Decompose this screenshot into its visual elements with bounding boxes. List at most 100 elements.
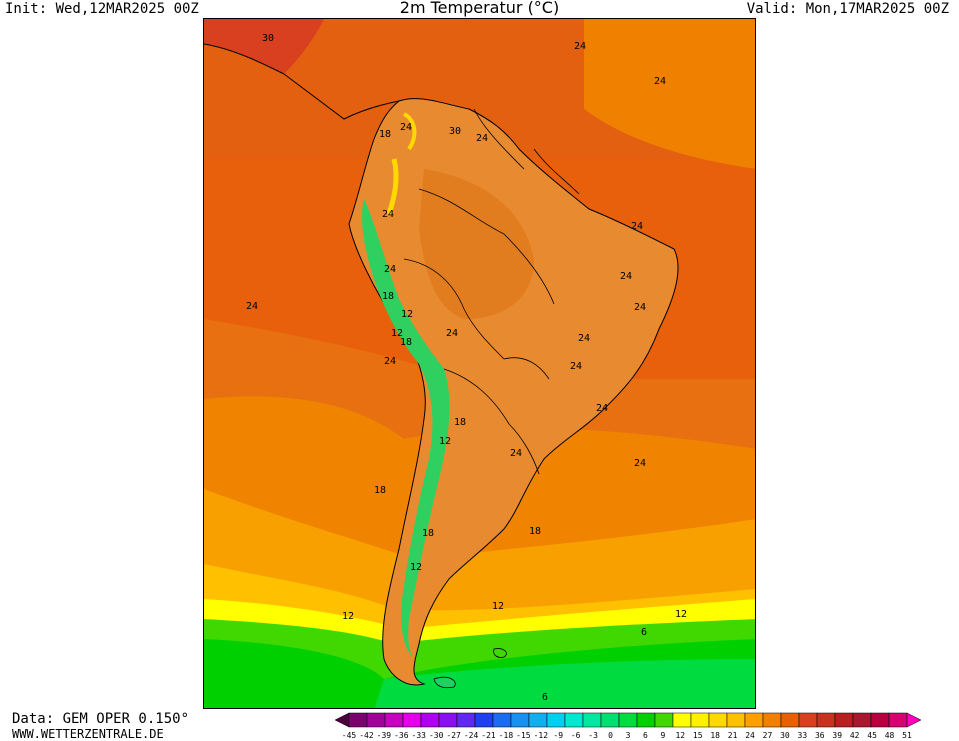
- contour-label: 24: [578, 333, 590, 344]
- legend-tick-label: 48: [885, 731, 895, 740]
- legend-tick-label: 51: [902, 731, 912, 740]
- legend-swatch: [636, 712, 656, 728]
- contour-label: 12: [342, 611, 354, 622]
- map-canvas: 30 24 24 18 24 30 24 24 24 24 24 18 12 2…: [204, 19, 755, 708]
- legend-swatch: [438, 712, 458, 728]
- legend-tick-label: 24: [745, 731, 755, 740]
- legend-swatch: [348, 712, 368, 728]
- legend-tick-label: 6: [643, 731, 648, 740]
- legend-tick-label: 33: [798, 731, 808, 740]
- init-time-label: Init: Wed,12MAR2025 00Z: [5, 1, 199, 17]
- legend-swatch: [492, 712, 512, 728]
- contour-label: 24: [476, 133, 488, 144]
- contour-label: 18: [374, 485, 386, 496]
- contour-label: 24: [570, 361, 582, 372]
- contour-label: 18: [400, 337, 412, 348]
- contour-label: 24: [400, 122, 412, 133]
- contour-label: 12: [492, 601, 504, 612]
- legend-swatch: [690, 712, 710, 728]
- legend-tick-label: 15: [693, 731, 703, 740]
- legend-swatch: [834, 712, 854, 728]
- legend-swatch: [402, 712, 422, 728]
- legend-swatch: [420, 712, 440, 728]
- legend-left-arrow: [335, 712, 350, 728]
- legend-tick-label: -36: [394, 731, 409, 740]
- legend-tick-label: -6: [571, 731, 581, 740]
- contour-label: 12: [439, 436, 451, 447]
- legend-swatch: [888, 712, 908, 728]
- legend-tick-label: -39: [377, 731, 392, 740]
- legend-tick-label: -30: [429, 731, 444, 740]
- contour-label: 24: [510, 448, 522, 459]
- contour-label: 24: [596, 403, 608, 414]
- valid-time-label: Valid: Mon,17MAR2025 00Z: [746, 1, 949, 17]
- legend-swatch: [618, 712, 638, 728]
- legend-swatch: [762, 712, 782, 728]
- contour-label: 30: [262, 33, 274, 44]
- legend-right-arrow: [906, 712, 922, 728]
- contour-label: 18: [454, 417, 466, 428]
- legend-swatch: [564, 712, 584, 728]
- temperature-map: 30 24 24 18 24 30 24 24 24 24 24 18 12 2…: [203, 18, 756, 709]
- contour-label: 24: [634, 458, 646, 469]
- legend-swatch: [852, 712, 872, 728]
- website-label: WWW.WETTERZENTRALE.DE: [12, 727, 164, 741]
- contour-label: 24: [384, 356, 396, 367]
- contour-label: 18: [379, 129, 391, 140]
- contour-label: 24: [631, 221, 643, 232]
- contour-label: 24: [620, 271, 632, 282]
- contour-label: 18: [422, 528, 434, 539]
- temperature-color-legend: -45 -42 -39 -36 -33 -30 -27 -24 -21 -18 -15 -12 -9 -6…: [335, 712, 922, 740]
- country-borders: [403, 108, 580, 475]
- contour-label: 24: [384, 264, 396, 275]
- legend-tick-label: 0: [608, 731, 613, 740]
- legend-tick-label: 39: [832, 731, 842, 740]
- legend-tick-label: -18: [499, 731, 514, 740]
- contour-label: 24: [634, 302, 646, 313]
- legend-tick-label: -15: [516, 731, 531, 740]
- legend-swatch: [708, 712, 728, 728]
- legend-swatch: [780, 712, 800, 728]
- contour-label: 18: [382, 291, 394, 302]
- contour-label: 6: [641, 627, 647, 638]
- contour-label: 24: [382, 209, 394, 220]
- legend-swatch: [744, 712, 764, 728]
- legend-tick-label: 30: [780, 731, 790, 740]
- data-source-label: Data: GEM OPER 0.150°: [12, 711, 190, 727]
- legend-tick-label: 45: [867, 731, 877, 740]
- legend-swatch: [546, 712, 566, 728]
- contour-label: 30: [449, 126, 461, 137]
- legend-swatch: [870, 712, 890, 728]
- legend-swatch: [726, 712, 746, 728]
- legend-tick-label: -42: [359, 731, 374, 740]
- legend-tick-label: -45: [342, 731, 357, 740]
- map-title: 2m Temperatur (°C): [399, 0, 560, 17]
- legend-swatch: [672, 712, 692, 728]
- andes-cold-strip: [362, 199, 450, 659]
- legend-tick-label: 27: [763, 731, 773, 740]
- legend-swatch: [384, 712, 404, 728]
- legend-tick-label: 9: [660, 731, 665, 740]
- legend-swatch: [816, 712, 836, 728]
- legend-tick-label: 42: [850, 731, 860, 740]
- legend-swatch: [654, 712, 674, 728]
- contour-label: 12: [391, 328, 403, 339]
- legend-tick-label: -21: [481, 731, 496, 740]
- legend-tick-label: 21: [728, 731, 738, 740]
- legend-swatch: [600, 712, 620, 728]
- contour-label: 12: [401, 309, 413, 320]
- legend-tick-label: 36: [815, 731, 825, 740]
- legend-swatch: [456, 712, 476, 728]
- legend-tick-label: 18: [710, 731, 720, 740]
- legend-tick-label: -3: [588, 731, 598, 740]
- contour-label: 12: [675, 609, 687, 620]
- contour-label: 24: [654, 76, 666, 87]
- legend-tick-label: -9: [553, 731, 563, 740]
- contour-label: 12: [410, 562, 422, 573]
- contour-label: 6: [542, 692, 548, 703]
- contour-label: 18: [529, 526, 541, 537]
- legend-swatch: [510, 712, 530, 728]
- legend-swatch: [528, 712, 548, 728]
- legend-tick-label: 12: [675, 731, 685, 740]
- contour-label: 24: [246, 301, 258, 312]
